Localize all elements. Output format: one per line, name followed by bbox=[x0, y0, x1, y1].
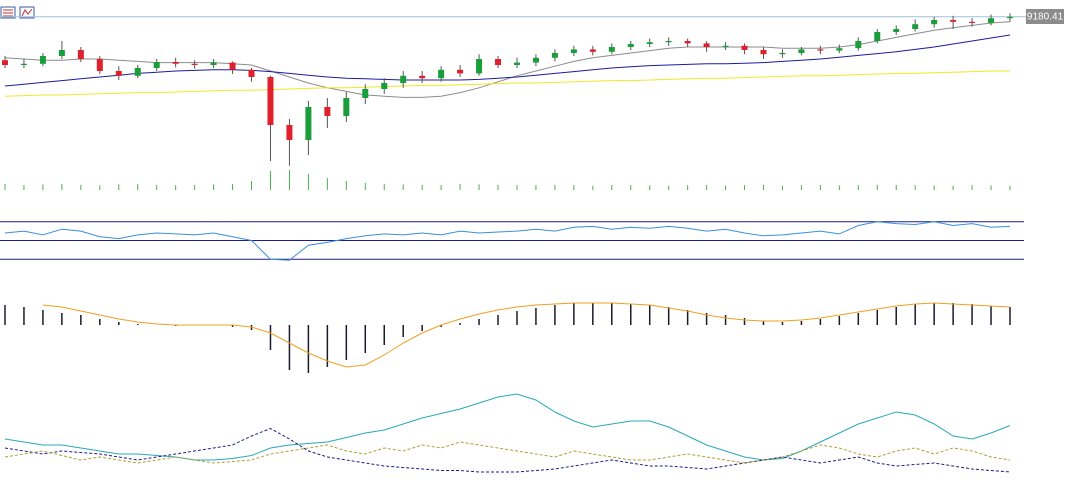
candle-body bbox=[1007, 16, 1013, 19]
candle-body bbox=[608, 47, 615, 52]
candle-body bbox=[855, 41, 862, 49]
candle-body bbox=[362, 89, 369, 98]
price-label-box bbox=[1026, 9, 1064, 24]
candle-body bbox=[20, 63, 27, 65]
candle-body bbox=[532, 57, 539, 63]
candle-body bbox=[248, 69, 255, 77]
price-label: 9180.41 bbox=[1027, 12, 1064, 23]
candle-body bbox=[77, 50, 84, 59]
moving-average bbox=[4, 70, 1010, 97]
candle-body bbox=[210, 62, 217, 65]
candle-body bbox=[286, 125, 293, 140]
candle-body bbox=[134, 68, 141, 76]
signal-line bbox=[42, 302, 1011, 368]
candle-body bbox=[324, 107, 331, 116]
candle-body bbox=[950, 20, 957, 22]
candle-body bbox=[229, 62, 236, 70]
candle-body bbox=[589, 49, 596, 52]
candle-body bbox=[305, 107, 312, 140]
candle-body bbox=[343, 98, 350, 116]
candle-body bbox=[741, 45, 748, 50]
toolbar-icons bbox=[0, 6, 35, 19]
candle-body bbox=[570, 49, 577, 53]
candle-body bbox=[96, 59, 103, 71]
candle-body bbox=[893, 29, 900, 32]
candle-body bbox=[400, 75, 407, 83]
moving-average bbox=[4, 21, 1011, 98]
candle-body bbox=[457, 69, 464, 74]
candle-body bbox=[191, 63, 198, 65]
candle-body bbox=[798, 49, 805, 53]
candle-body bbox=[476, 59, 483, 74]
candle-body bbox=[495, 59, 502, 65]
candle-body bbox=[438, 69, 445, 79]
candle-body bbox=[988, 18, 995, 23]
candle-body bbox=[115, 71, 122, 76]
candle-body bbox=[874, 32, 881, 41]
indicator-line bbox=[4, 441, 1011, 464]
candle-body bbox=[513, 62, 520, 65]
candle-body bbox=[381, 83, 388, 89]
candle-body bbox=[172, 62, 179, 64]
candle-body bbox=[684, 41, 691, 44]
candle-body bbox=[912, 24, 919, 29]
candle-body bbox=[153, 62, 160, 68]
candle-body bbox=[760, 50, 767, 55]
candle-body bbox=[627, 44, 634, 47]
candle-body bbox=[665, 41, 672, 43]
icon-line bbox=[21, 8, 33, 17]
candle-body bbox=[722, 45, 729, 47]
candle-body bbox=[836, 48, 843, 51]
candle-body bbox=[817, 49, 824, 51]
candle-body bbox=[2, 60, 8, 65]
indicator-line bbox=[4, 221, 1011, 261]
candle-body bbox=[969, 21, 976, 23]
candle-body bbox=[703, 43, 710, 47]
indicator-line bbox=[4, 393, 1011, 461]
candle-body bbox=[779, 53, 786, 55]
candle-body bbox=[267, 77, 274, 125]
indicator-line bbox=[4, 427, 1011, 473]
candle-body bbox=[39, 56, 46, 64]
candle-body bbox=[419, 75, 426, 79]
candle-body bbox=[551, 53, 558, 58]
moving-average bbox=[4, 34, 1011, 87]
candle-body bbox=[646, 42, 653, 44]
candle-body bbox=[58, 50, 65, 56]
candle-body bbox=[931, 20, 938, 25]
